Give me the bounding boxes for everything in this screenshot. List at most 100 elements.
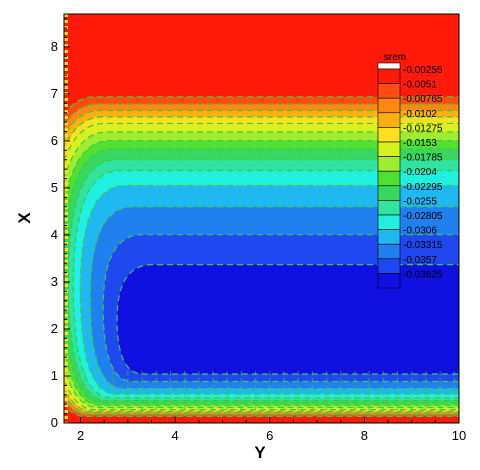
- boundary-cell: [64, 284, 68, 287]
- boundary-cell: [64, 254, 68, 257]
- boundary-cell: [64, 212, 68, 215]
- legend-swatch: [377, 68, 401, 84]
- legend-label: -0.0357: [403, 255, 437, 266]
- boundary-cell: [64, 308, 68, 311]
- boundary-cell: [64, 326, 68, 329]
- legend-swatch: [377, 156, 401, 172]
- legend-label: -0.0204: [403, 167, 437, 178]
- legend-labels: -0.00255 -0.0051 -0.00765 -0.0102 -0.01275 -0…: [403, 65, 443, 280]
- boundary-cell: [64, 428, 68, 431]
- boundary-cell: [64, 260, 68, 263]
- boundary-cell: [64, 164, 68, 167]
- boundary-cell: [64, 56, 68, 59]
- contour-line: [64, 110, 459, 414]
- boundary-cell: [64, 242, 68, 245]
- legend-label: -0.0306: [403, 226, 437, 237]
- legend-swatch: [377, 141, 401, 157]
- boundary-cell: [64, 236, 68, 239]
- boundary-cell: [64, 302, 68, 305]
- contour-line: [89, 206, 459, 390]
- y-tick-label: 2: [51, 321, 58, 336]
- y-tick-label: 1: [51, 368, 58, 383]
- contour-line: [72, 169, 459, 399]
- y-tick-label: 8: [51, 39, 58, 54]
- boundary-cell: [64, 188, 68, 191]
- contour-lines: [64, 96, 459, 418]
- boundary-cell: [64, 218, 68, 221]
- legend-swatch: [377, 200, 401, 216]
- boundary-cell: [64, 368, 68, 371]
- legend-label: -0.01275: [403, 123, 443, 134]
- legend-label: -0.0153: [403, 138, 437, 149]
- legend-label: -0.01785: [403, 153, 443, 164]
- legend-title: srem: [384, 52, 406, 63]
- boundary-cell: [64, 116, 68, 119]
- contour-line: [67, 159, 459, 402]
- boundary-cell: [64, 404, 68, 407]
- legend-swatch: [377, 273, 401, 289]
- boundary-cell: [64, 398, 68, 401]
- boundary-cell: [64, 38, 68, 41]
- y-tick-label: 0: [51, 415, 58, 430]
- boundary-cell: [64, 32, 68, 35]
- legend-swatch: [377, 83, 401, 99]
- boundary-strip: [64, 14, 68, 431]
- boundary-cell: [64, 140, 68, 143]
- boundary-cell: [64, 314, 68, 317]
- boundary-cell: [64, 44, 68, 47]
- boundary-cell: [64, 296, 68, 299]
- plot-frame: [63, 13, 460, 424]
- contour-line: [116, 264, 459, 375]
- legend-label: -0.00765: [403, 94, 443, 105]
- boundary-cell: [64, 206, 68, 209]
- legend-swatch: [377, 229, 401, 245]
- boundary-cell: [64, 386, 68, 389]
- boundary-cell: [64, 122, 68, 125]
- boundary-cell: [64, 62, 68, 65]
- legend-swatch: [377, 243, 401, 260]
- y-axis: 0 1 2 3 4 5 6 7 8: [51, 18, 70, 430]
- contour-line: [79, 184, 459, 395]
- legend-swatch: [377, 97, 401, 114]
- boundary-cell: [64, 416, 68, 419]
- x-tick-label: 2: [77, 428, 84, 443]
- legend-swatches: [377, 62, 401, 289]
- legend-swatch: [377, 170, 401, 187]
- boundary-cell: [64, 152, 68, 155]
- boundary-cell: [64, 98, 68, 101]
- y-tick-label: 7: [51, 86, 58, 101]
- y-tick-label: 5: [51, 180, 58, 195]
- boundary-cell: [64, 194, 68, 197]
- boundary-cell: [64, 332, 68, 335]
- legend-swatch: [377, 112, 401, 128]
- boundary-cell: [64, 350, 68, 353]
- legend-label: -0.0051: [403, 80, 437, 91]
- x-tick-label: 8: [361, 428, 368, 443]
- legend-swatch: [377, 62, 401, 70]
- boundary-cell: [64, 380, 68, 383]
- boundary-cell: [64, 266, 68, 269]
- x-tick-label: 10: [452, 428, 466, 443]
- plot-area: [64, 14, 459, 431]
- legend-label: -0.00255: [403, 65, 443, 76]
- legend: srem -0.00255 -0.0051 -0.00765 -0.0102 -0.01…: [377, 52, 443, 289]
- contour-line: [64, 131, 459, 409]
- boundary-cell: [64, 392, 68, 395]
- boundary-cell: [64, 128, 68, 131]
- boundary-cell: [64, 344, 68, 347]
- contour-line: [64, 103, 459, 416]
- boundary-cell: [64, 320, 68, 323]
- boundary-cell: [64, 26, 68, 29]
- boundary-cell: [64, 248, 68, 251]
- legend-label: -0.0255: [403, 196, 437, 207]
- boundary-cell: [64, 134, 68, 137]
- y-tick-label: 4: [51, 227, 58, 242]
- x-tick-label: 6: [266, 428, 273, 443]
- boundary-cell: [64, 338, 68, 341]
- boundary-cell: [64, 176, 68, 179]
- x-axis: 2 4 6 8 10: [77, 417, 466, 443]
- legend-label: -0.03825: [403, 269, 443, 280]
- boundary-cell: [64, 20, 68, 23]
- y-tick-label: 3: [51, 274, 58, 289]
